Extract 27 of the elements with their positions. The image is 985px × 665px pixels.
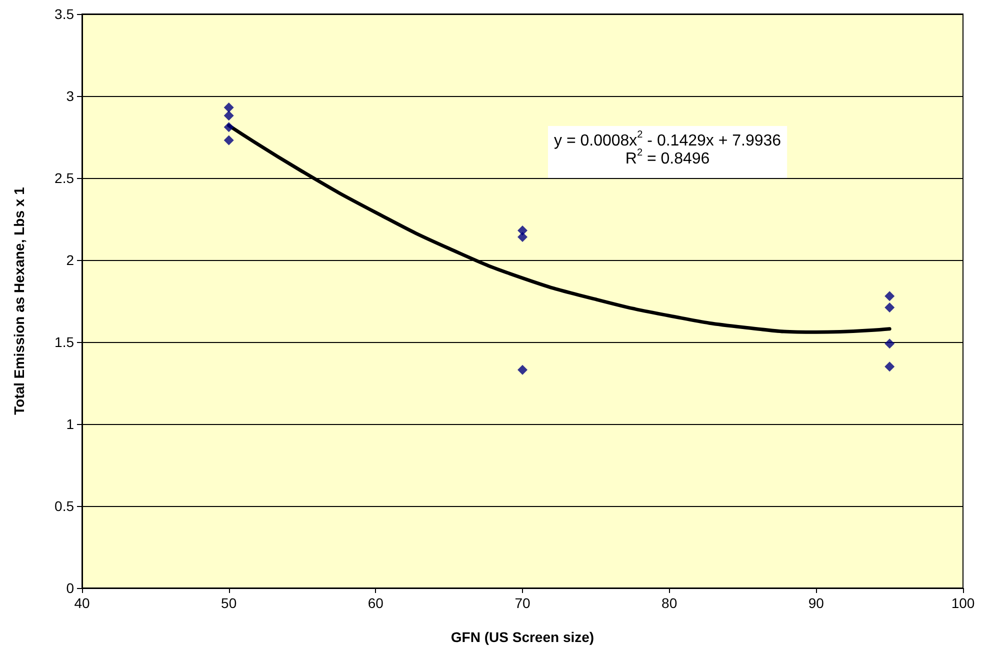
point: [224, 102, 234, 112]
y-tick-label: 1: [66, 416, 74, 432]
point: [518, 364, 528, 375]
x-tick-label: 70: [514, 595, 530, 611]
x-tick-label: 40: [74, 595, 90, 611]
point: [884, 291, 895, 302]
y-tick-label: 0: [66, 580, 74, 596]
y-tick-label: 1.5: [54, 334, 74, 350]
point: [518, 232, 528, 242]
x-tick-label: 80: [662, 595, 678, 611]
point: [884, 362, 895, 372]
y-tick-label: 0.5: [54, 498, 74, 514]
y-tick-label: 2.5: [54, 170, 74, 186]
x-tick-label: 100: [951, 595, 975, 611]
y-axis-title: Total Emission as Hexane, Lbs x 1: [11, 186, 27, 415]
x-tick-label: 60: [368, 595, 384, 611]
point: [224, 110, 234, 121]
y-tick-label: 3.5: [54, 6, 74, 22]
point: [884, 338, 895, 349]
point: [224, 122, 234, 132]
x-tick-label: 90: [808, 595, 824, 611]
point: [224, 135, 234, 146]
point: [884, 302, 895, 313]
y-tick-label: 3: [66, 88, 74, 104]
x-axis-title: GFN (US Screen size): [450, 629, 594, 645]
y-tick-label: 2: [66, 252, 74, 268]
x-tick-label: 50: [221, 595, 237, 611]
